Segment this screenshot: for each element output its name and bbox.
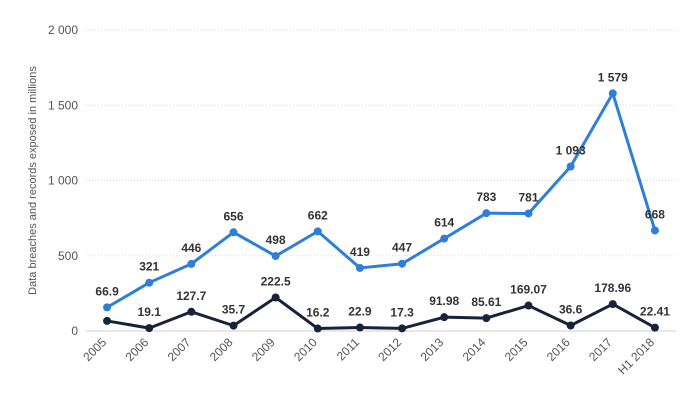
data-label: 447 — [392, 241, 412, 255]
data-label: 783 — [476, 190, 496, 204]
x-tick-label: 2010 — [291, 335, 320, 364]
data-label: 614 — [434, 216, 454, 230]
x-tick-label: 2015 — [502, 335, 531, 364]
data-label: 22.9 — [348, 305, 372, 319]
data-label: 668 — [645, 207, 665, 221]
data-label: 17.3 — [390, 305, 414, 319]
x-tick-label: 2006 — [123, 335, 152, 364]
data-label: 36.6 — [559, 302, 583, 316]
data-point[interactable] — [650, 226, 659, 235]
series-line-2 — [106, 296, 656, 331]
x-tick-label: 2012 — [375, 335, 404, 364]
data-label: 1 093 — [556, 144, 586, 158]
data-point[interactable] — [271, 252, 280, 261]
data-label: 1 579 — [598, 70, 628, 84]
x-tick-label: 2014 — [460, 335, 489, 364]
data-label: 321 — [139, 260, 159, 274]
data-point[interactable] — [398, 259, 407, 268]
data-point[interactable] — [440, 313, 449, 322]
data-labels: 66.9 321 446 656 498 662 419 447 614 783 781 1 093 1… — [95, 70, 670, 319]
y-axis-label: Data breaches and records exposed in mil… — [27, 66, 39, 295]
data-point[interactable] — [524, 301, 533, 310]
x-tick-label: 2013 — [418, 335, 447, 364]
data-label: 22.41 — [640, 305, 670, 319]
y-tick-label: 2 000 — [48, 23, 78, 37]
data-point[interactable] — [398, 324, 407, 333]
y-tick-label: 0 — [71, 324, 78, 338]
x-tick-label: 2008 — [207, 335, 236, 364]
data-point[interactable] — [482, 314, 491, 323]
data-label: 19.1 — [138, 305, 162, 319]
data-point[interactable] — [355, 323, 364, 332]
data-point[interactable] — [187, 307, 196, 316]
data-label: 91.98 — [429, 294, 459, 308]
x-tick-label: 2009 — [249, 335, 278, 364]
data-point[interactable] — [608, 89, 617, 98]
data-label: 446 — [181, 241, 201, 255]
data-label: 178.96 — [594, 281, 631, 295]
data-point[interactable] — [145, 324, 154, 333]
data-point[interactable] — [566, 321, 575, 330]
data-point[interactable] — [271, 293, 280, 302]
y-tick-label: 1 000 — [48, 174, 78, 188]
data-point[interactable] — [313, 227, 322, 236]
data-label: 127.7 — [176, 289, 206, 303]
data-point[interactable] — [229, 228, 238, 237]
data-point[interactable] — [566, 162, 575, 171]
series-line-1 — [106, 91, 657, 309]
series-layer — [103, 89, 659, 333]
x-tick-label: 2017 — [586, 335, 615, 364]
data-point[interactable] — [103, 316, 112, 325]
data-point[interactable] — [187, 259, 196, 268]
data-point[interactable] — [355, 263, 364, 272]
data-point[interactable] — [650, 323, 659, 332]
y-tick-label: 1 500 — [48, 98, 78, 112]
x-tick-label: 2011 — [334, 335, 362, 363]
x-tick-label: 2007 — [165, 335, 194, 364]
data-label: 222.5 — [261, 275, 291, 289]
grid-lines — [86, 29, 676, 332]
data-point[interactable] — [229, 321, 238, 330]
x-axis-ticks: 2005 2006 2007 2008 2009 2010 2011 2012 2013 2014… — [80, 335, 657, 377]
y-axis-ticks: 0 500 1 000 1 500 2 000 — [48, 23, 78, 338]
data-point[interactable] — [145, 278, 154, 287]
data-point[interactable] — [440, 234, 449, 243]
data-point[interactable] — [608, 300, 617, 309]
data-point[interactable] — [313, 324, 322, 333]
data-label: 35.7 — [222, 303, 246, 317]
data-label: 498 — [266, 233, 286, 247]
data-point[interactable] — [482, 209, 491, 218]
data-label: 419 — [350, 245, 370, 259]
x-tick-label: 2016 — [544, 335, 573, 364]
x-tick-label: 2005 — [80, 335, 109, 364]
data-label: 85.61 — [471, 295, 501, 309]
x-tick-label: H1 2018 — [615, 335, 657, 377]
data-point[interactable] — [524, 209, 533, 218]
data-point[interactable] — [103, 303, 112, 312]
data-label: 781 — [518, 190, 538, 204]
data-label: 169.07 — [510, 283, 547, 297]
data-label: 16.2 — [306, 306, 330, 320]
data-label: 662 — [308, 208, 328, 222]
y-tick-label: 500 — [58, 249, 78, 263]
data-label: 656 — [223, 209, 243, 223]
data-label: 66.9 — [95, 284, 119, 298]
